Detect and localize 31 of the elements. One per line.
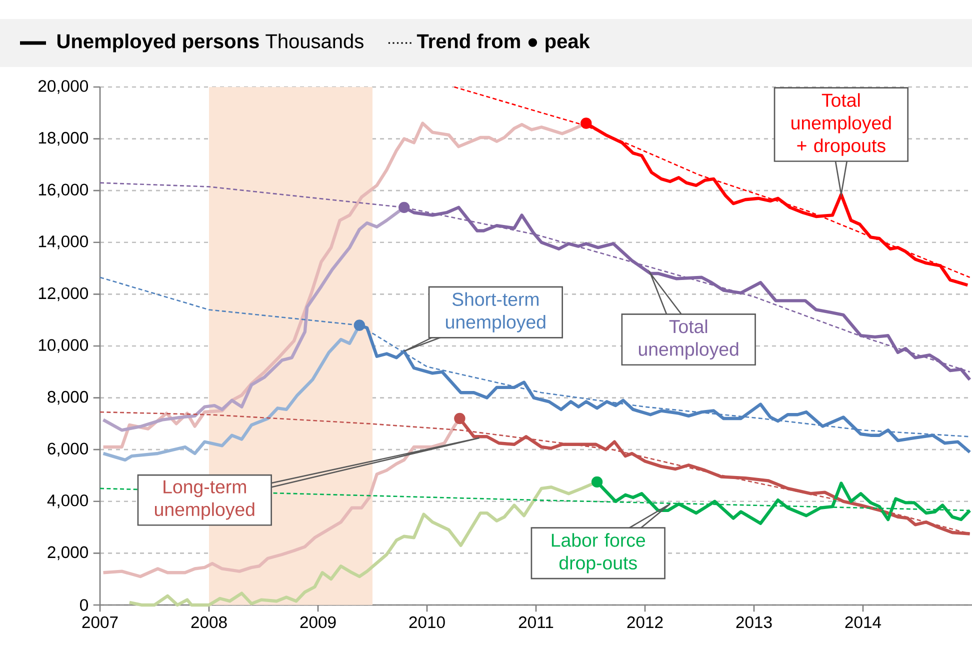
x-tick-label: 2008 <box>191 616 227 628</box>
series-label: Labor force drop-outs <box>552 533 646 574</box>
text: Total unemployed + dropouts <box>792 93 891 156</box>
y-tick-label: 10,000 <box>38 339 88 353</box>
text: Long-term unemployed <box>155 480 254 520</box>
y-tick-label: 18,000 <box>38 132 88 146</box>
x-tick-label: 2011 <box>518 616 554 628</box>
x-tick-label: 2010 <box>409 616 445 628</box>
y-tick-label: 8,000 <box>48 390 88 405</box>
y-tick-label: 12,000 <box>38 287 88 302</box>
y-tick-label: 6,000 <box>48 442 88 456</box>
point <box>580 118 592 129</box>
text: Trend from ● peak <box>416 34 590 52</box>
point <box>591 476 603 488</box>
y-tick-label: 4,000 <box>47 494 88 508</box>
point <box>354 320 366 331</box>
y-tick-label: 16,000 <box>38 184 88 198</box>
text: Short-term unemployed <box>446 292 546 332</box>
y-tick-label: 0 <box>80 599 88 611</box>
point <box>398 202 410 214</box>
x-tick-label: 2007 <box>82 616 118 628</box>
x-tick-label: 2013 <box>736 616 772 628</box>
y-tick-label: 2,000 <box>48 546 88 560</box>
chart-title: Unemployed persons Thousands <box>57 34 364 52</box>
x-tick-label: 2014 <box>845 616 882 628</box>
y-tick-label: 14,000 <box>38 236 88 250</box>
x-tick-label: 2012 <box>627 616 663 628</box>
y-tick-label: 20,000 <box>38 80 88 94</box>
x-tick-label: 2009 <box>300 616 336 628</box>
series-label: Total unemployed <box>638 319 738 360</box>
point <box>454 412 466 424</box>
